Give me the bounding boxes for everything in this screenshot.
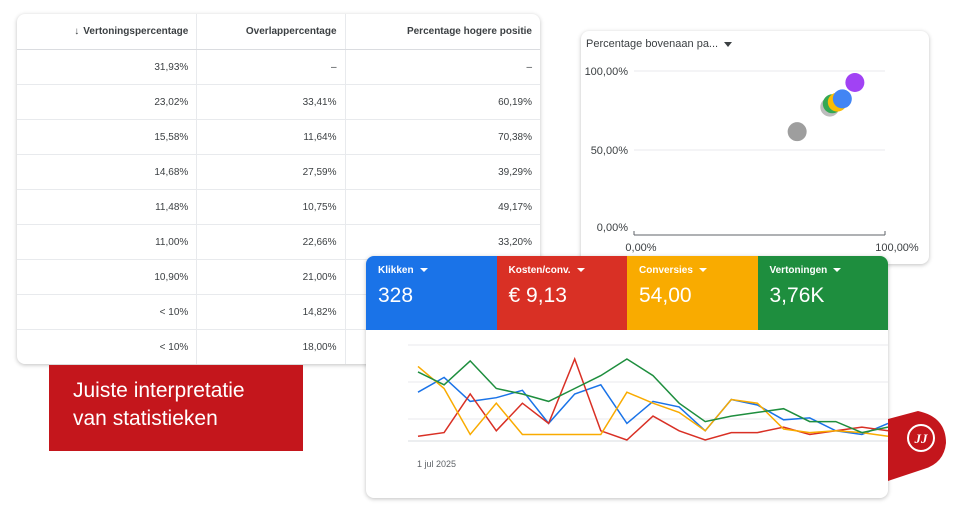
scatter-plot: 100,00% 50,00% 0,00% 0,00% 100,00%	[585, 66, 919, 254]
caret-down-icon	[419, 268, 428, 273]
table-row: 14,68% 27,59% 39,29%	[17, 154, 540, 190]
metric-dropdown[interactable]: Percentage bovenaan pa...	[586, 38, 733, 50]
table-row: 11,48% 10,75% 49,17%	[17, 189, 540, 225]
brand-logo: JJ	[888, 411, 946, 481]
y-tick-label: 50,00%	[591, 145, 629, 157]
series-line	[417, 356, 888, 441]
caret-down-icon	[724, 41, 733, 47]
table-row: 15,58% 11,64% 70,38%	[17, 119, 540, 155]
x-tick-label: 100,00%	[875, 242, 919, 254]
metric-value: 54,00	[639, 284, 692, 307]
table-cell: 11,00%	[17, 224, 198, 260]
metric-tile-conversies[interactable]: Conversies 54,00	[627, 256, 758, 330]
x-tick-label: 0,00%	[625, 242, 656, 254]
table-row: 11,00% 22,66% 33,20%	[17, 224, 540, 260]
table-cell: < 10%	[17, 294, 198, 330]
banner-line-2: van statistieken	[73, 407, 218, 430]
metric-value: 3,76K	[769, 284, 825, 307]
metrics-table-card: ↓ Vertoningspercentage Overlappercentage …	[17, 14, 540, 364]
metric-tile-vertoningen[interactable]: Vertoningen 3,76K	[757, 256, 888, 330]
table-cell: 11,48%	[17, 189, 198, 225]
table-cell: –	[345, 49, 540, 85]
x-tick-label: 1 jul 2025	[417, 459, 456, 469]
title-banner: Juiste interpretatie van statistieken	[49, 365, 303, 451]
scatter-chart-card: 100,00% 50,00% 0,00% 0,00% 100,00% Perce…	[581, 31, 929, 264]
table-cell: 22,66%	[196, 224, 346, 260]
metric-value: 328	[378, 284, 414, 307]
metric-label: Conversies	[639, 265, 693, 276]
table-cell: 60,19%	[345, 84, 540, 120]
logo-glyph: JJ	[914, 431, 929, 446]
scatter-point[interactable]	[845, 72, 865, 92]
column-header-hogere-positie[interactable]: Percentage hogere positie	[345, 14, 540, 50]
table-cell: –	[196, 49, 346, 85]
performance-card: Klikken 328 Kosten/conv. € 9,13 Conversi…	[366, 256, 888, 498]
metric-label: Vertoningen	[769, 265, 828, 276]
series-line	[417, 365, 888, 438]
table-cell: 31,93%	[17, 49, 198, 85]
sort-down-icon: ↓	[74, 26, 80, 37]
table-cell: 14,82%	[196, 294, 346, 330]
table-header-row: ↓ Vertoningspercentage Overlappercentage …	[17, 14, 540, 50]
banner-line-1: Juiste interpretatie	[73, 379, 245, 402]
metric-tile-kosten-conv[interactable]: Kosten/conv. € 9,13	[496, 256, 627, 330]
table-cell: 15,58%	[17, 119, 198, 155]
caret-down-icon	[576, 268, 585, 273]
table-row: 31,93% – –	[17, 49, 540, 85]
metric-value: € 9,13	[508, 284, 567, 307]
line-series-group	[417, 356, 888, 441]
scatter-points	[787, 72, 865, 142]
caret-down-icon	[698, 268, 707, 273]
table-cell: 70,38%	[345, 119, 540, 155]
table-cell: < 10%	[17, 329, 198, 364]
y-tick-label: 0,00%	[597, 222, 628, 234]
y-tick-label: 100,00%	[585, 66, 629, 78]
table-cell: 49,17%	[345, 189, 540, 225]
scatter-point[interactable]	[787, 122, 807, 142]
table-cell: 39,29%	[345, 154, 540, 190]
table-cell: 18,00%	[196, 329, 346, 364]
logo-shape	[888, 411, 946, 481]
column-header-overlappercentage[interactable]: Overlappercentage	[196, 14, 346, 50]
table-cell: 11,64%	[196, 119, 346, 155]
table-cell: 33,41%	[196, 84, 346, 120]
table-cell: 10,90%	[17, 259, 198, 295]
dropdown-label: Percentage bovenaan pa...	[586, 38, 719, 50]
series-line	[417, 358, 888, 434]
caret-down-icon	[833, 268, 842, 273]
table-cell: 14,68%	[17, 154, 198, 190]
line-chart: 1 jul 2025	[408, 344, 888, 469]
metric-tiles: Klikken 328 Kosten/conv. € 9,13 Conversi…	[366, 256, 888, 330]
table-cell: 23,02%	[17, 84, 198, 120]
metric-label: Kosten/conv.	[508, 265, 571, 276]
scatter-point[interactable]	[832, 89, 852, 109]
table-cell: 10,75%	[196, 189, 346, 225]
table-cell: 27,59%	[196, 154, 346, 190]
table-cell: 21,00%	[196, 259, 346, 295]
table-cell: 33,20%	[345, 224, 540, 260]
metric-label: Klikken	[378, 265, 414, 276]
column-header-vertoningspercentage[interactable]: ↓ Vertoningspercentage	[17, 14, 198, 50]
metric-tile-klikken[interactable]: Klikken 328	[366, 256, 497, 330]
table-row: 23,02% 33,41% 60,19%	[17, 84, 540, 120]
series-line	[417, 376, 888, 436]
logo-ring	[907, 424, 935, 452]
